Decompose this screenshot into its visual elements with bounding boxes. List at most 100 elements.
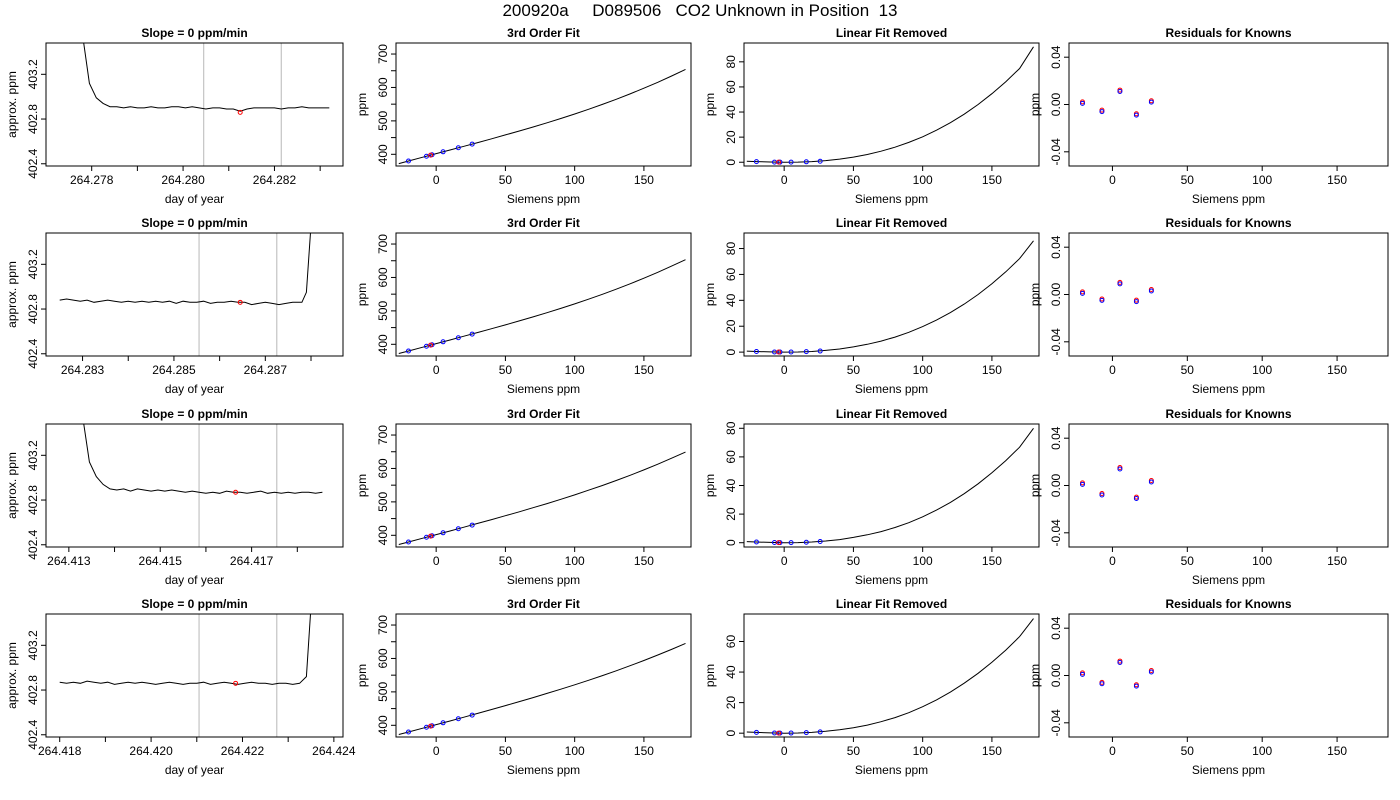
panel-title: Residuals for Knowns bbox=[1165, 216, 1291, 230]
y-axis-label: ppm bbox=[1028, 664, 1042, 687]
panel-title: 3rd Order Fit bbox=[507, 216, 580, 230]
y-tick-label: 402.8 bbox=[26, 294, 40, 324]
unknown-point bbox=[776, 540, 782, 546]
plot-area bbox=[1079, 87, 1154, 118]
y-tick-label: 400 bbox=[376, 334, 390, 354]
co2-trace bbox=[83, 424, 323, 494]
y-tick-label: 400 bbox=[376, 144, 390, 164]
residual-point-blue bbox=[1133, 496, 1139, 502]
y-axis-label: ppm bbox=[355, 664, 369, 687]
y-tick-label: 700 bbox=[376, 425, 390, 445]
x-tick-label: 150 bbox=[982, 173, 1002, 187]
known-point bbox=[803, 349, 809, 355]
x-tick-label: 150 bbox=[982, 363, 1002, 377]
y-tick-label: 0 bbox=[724, 348, 738, 355]
y-tick-label: 80 bbox=[724, 421, 738, 435]
fit-curve bbox=[746, 618, 1034, 734]
known-point bbox=[817, 348, 823, 354]
x-axis-label: Siemens ppm bbox=[1192, 763, 1265, 777]
known-point bbox=[817, 539, 823, 545]
known-point bbox=[469, 712, 475, 718]
y-tick-label: 500 bbox=[376, 492, 390, 512]
residual-point-blue bbox=[1079, 671, 1085, 677]
x-axis-label: Siemens ppm bbox=[507, 382, 580, 396]
y-tick-label: 80 bbox=[724, 242, 738, 256]
y-axis-label: ppm bbox=[355, 283, 369, 306]
known-point bbox=[440, 530, 446, 536]
x-tick-label: 100 bbox=[913, 554, 933, 568]
y-tick-label: 80 bbox=[724, 55, 738, 69]
x-tick-label: 264.420 bbox=[129, 744, 173, 758]
x-tick-label: 50 bbox=[499, 173, 513, 187]
x-tick-label: 50 bbox=[499, 744, 513, 758]
plot-frame bbox=[743, 232, 1040, 357]
x-tick-label: 264.417 bbox=[230, 554, 274, 568]
x-axis-label: Siemens ppm bbox=[507, 573, 580, 587]
x-tick-label: 50 bbox=[847, 554, 861, 568]
x-tick-label: 0 bbox=[433, 744, 440, 758]
plot-frame bbox=[45, 42, 344, 167]
y-tick-label: 403.2 bbox=[26, 249, 40, 279]
x-tick-label: 150 bbox=[634, 173, 654, 187]
residual-point-blue bbox=[1099, 297, 1105, 303]
plot-frame bbox=[1068, 613, 1389, 738]
known-point bbox=[753, 348, 759, 354]
y-tick-label: 402.4 bbox=[26, 529, 40, 559]
plot-frame bbox=[395, 613, 692, 738]
x-tick-label: 50 bbox=[847, 744, 861, 758]
plot-frame bbox=[1068, 423, 1389, 548]
y-tick-label: 402.4 bbox=[26, 148, 40, 178]
plot-frame bbox=[395, 232, 692, 357]
x-tick-label: 50 bbox=[1181, 173, 1195, 187]
residual-point-blue bbox=[1148, 288, 1154, 294]
plot-area bbox=[83, 424, 323, 547]
known-point bbox=[405, 729, 411, 735]
x-axis-label: day of year bbox=[165, 763, 224, 777]
plot-area bbox=[1079, 279, 1154, 305]
panel-title: Linear Fit Removed bbox=[836, 26, 947, 40]
x-tick-label: 50 bbox=[499, 554, 513, 568]
panel-title: 3rd Order Fit bbox=[507, 407, 580, 421]
y-axis-label: ppm bbox=[703, 283, 717, 306]
panel-r1-c1: Slope = 0 ppm/min 264.278 264.280 264.282 da… bbox=[5, 26, 344, 206]
y-tick-label: 600 bbox=[376, 458, 390, 478]
y-tick-label: 20 bbox=[724, 696, 738, 710]
y-tick-label: 0.00 bbox=[1049, 663, 1063, 687]
known-point bbox=[753, 539, 759, 545]
y-axis-label: ppm bbox=[1028, 93, 1042, 116]
fit-curve bbox=[398, 642, 686, 735]
plot-frame bbox=[45, 613, 344, 738]
x-tick-label: 0 bbox=[1109, 744, 1116, 758]
panel-r2-c1: Slope = 0 ppm/min 264.283 264.285 264.287 da… bbox=[5, 216, 344, 396]
residual-point-blue bbox=[1148, 479, 1154, 485]
fit-curve bbox=[398, 68, 686, 165]
plot-area bbox=[83, 43, 330, 166]
y-tick-label: 20 bbox=[724, 507, 738, 521]
x-tick-label: 0 bbox=[1109, 363, 1116, 377]
plot-area bbox=[398, 642, 686, 735]
unknown-point bbox=[428, 342, 434, 348]
known-point bbox=[788, 159, 794, 165]
y-tick-label: 600 bbox=[376, 648, 390, 668]
known-point bbox=[753, 159, 759, 165]
y-tick-label: 402.4 bbox=[26, 719, 40, 749]
y-tick-label: -0.04 bbox=[1049, 328, 1063, 356]
y-tick-label: 0 bbox=[724, 159, 738, 166]
plot-area bbox=[398, 68, 686, 165]
y-axis-label: ppm bbox=[1028, 474, 1042, 497]
known-point bbox=[440, 339, 446, 345]
residual-point-blue bbox=[1117, 659, 1123, 665]
panel-title: Slope = 0 ppm/min bbox=[141, 26, 247, 40]
x-tick-label: 50 bbox=[1181, 744, 1195, 758]
x-axis-label: day of year bbox=[165, 382, 224, 396]
y-axis-label: approx. ppm bbox=[5, 71, 19, 138]
co2-trace bbox=[83, 43, 330, 112]
fit-curve bbox=[746, 428, 1034, 544]
y-tick-label: 403.2 bbox=[26, 440, 40, 470]
known-point bbox=[469, 522, 475, 528]
x-tick-label: 150 bbox=[1327, 363, 1347, 377]
plot-area bbox=[398, 451, 686, 545]
residual-point-blue bbox=[1117, 281, 1123, 287]
known-point bbox=[405, 158, 411, 164]
x-tick-label: 0 bbox=[781, 173, 788, 187]
